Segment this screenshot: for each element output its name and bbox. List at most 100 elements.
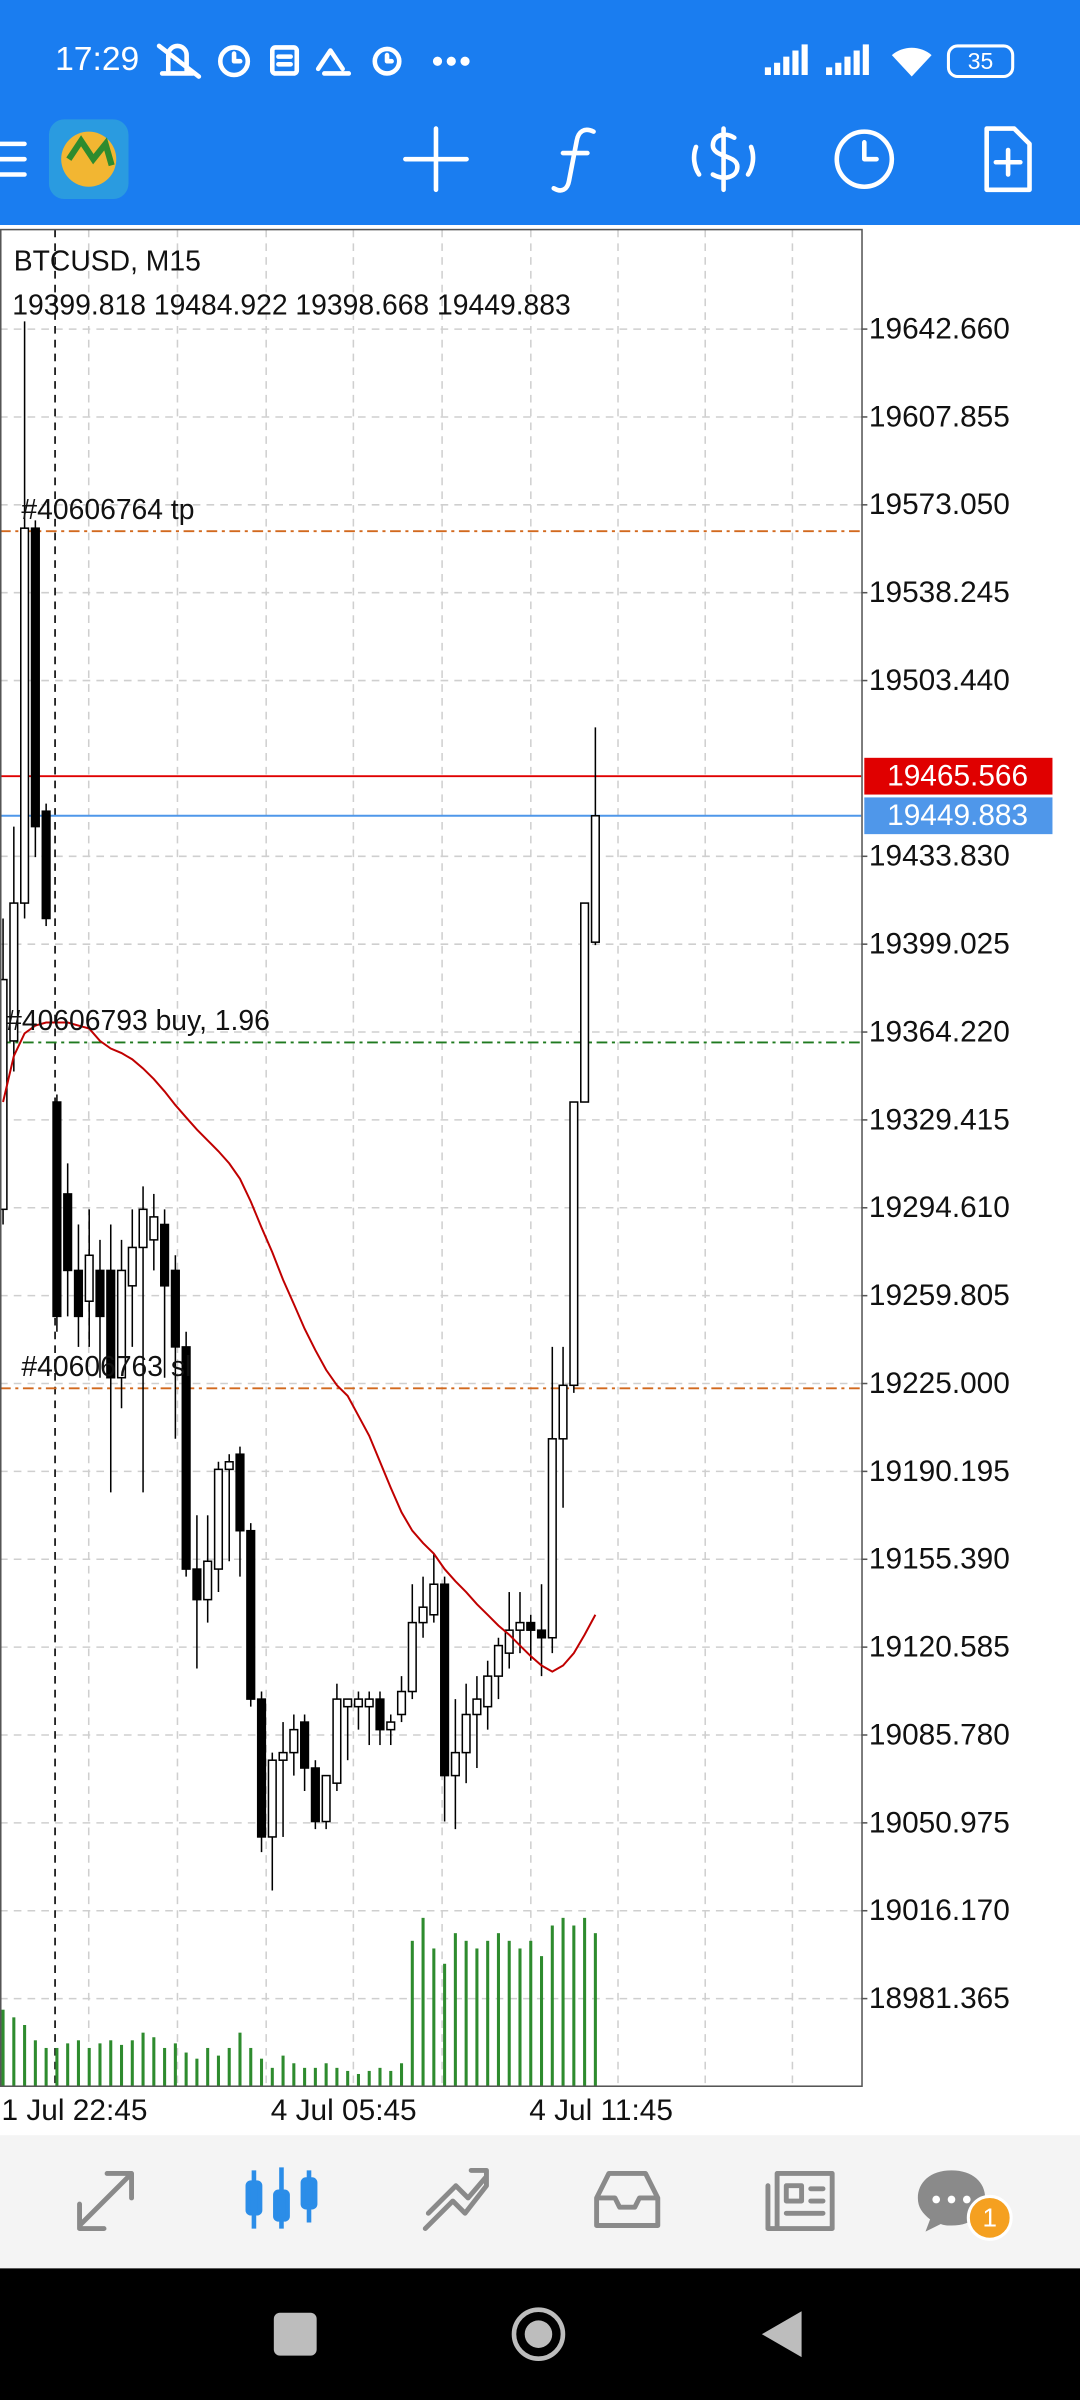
- y-tick-label: 19259.805: [869, 1279, 1010, 1312]
- candle-body: [41, 810, 51, 920]
- volume-bar: [496, 1933, 500, 2087]
- indicators-button[interactable]: [551, 127, 596, 193]
- badge: [966, 2194, 1013, 2241]
- volume-bar: [259, 2058, 264, 2087]
- order-label: #40606764 tp: [21, 493, 194, 525]
- app-logo[interactable]: [48, 119, 129, 199]
- candle-body: [106, 1269, 116, 1379]
- candle-body: [407, 1621, 417, 1693]
- candle-body: [580, 902, 590, 1103]
- volume-bar: [378, 2067, 382, 2087]
- volume-bar: [507, 1940, 511, 2087]
- volume-bar: [141, 2032, 145, 2087]
- candle-body: [30, 527, 40, 828]
- back-button[interactable]: [761, 2311, 802, 2358]
- volume-bar: [313, 2067, 317, 2087]
- candle-body: [429, 1583, 439, 1616]
- history-button[interactable]: [834, 129, 895, 190]
- chart-background: [0, 229, 1080, 2136]
- candle-body: [526, 1621, 536, 1631]
- crosshair-button[interactable]: [403, 126, 469, 193]
- volume-bar: [335, 2067, 339, 2087]
- volume-bar: [356, 2073, 360, 2087]
- new-order-button[interactable]: [984, 126, 1032, 193]
- volume-bar: [550, 1925, 554, 2087]
- candles-layer: [0, 321, 600, 1891]
- bottom-nav: [0, 2135, 1080, 2269]
- app-bar: [0, 0, 1080, 225]
- candle-body: [418, 1606, 428, 1624]
- low: 19398.668: [295, 289, 429, 321]
- y-tick-label: 19016.170: [869, 1894, 1010, 1927]
- volume-bar: [303, 2067, 307, 2087]
- battery-level: 35: [968, 48, 994, 74]
- volume-bar: [12, 2017, 16, 2087]
- candle-body: [0, 978, 8, 1211]
- volume-bar: [593, 1933, 597, 2087]
- home-button[interactable]: [511, 2307, 566, 2361]
- y-tick-label: 19120.585: [869, 1631, 1010, 1664]
- candle-body: [84, 1254, 94, 1302]
- volume-bar: [33, 2040, 37, 2087]
- volume-bar: [561, 1917, 565, 2087]
- y-tick-label: 19190.195: [869, 1455, 1010, 1488]
- candle-body: [364, 1698, 374, 1708]
- ask-label: 19465.566: [887, 760, 1028, 793]
- chart-tab[interactable]: [245, 2167, 318, 2229]
- candle-body: [127, 1246, 137, 1287]
- y-tick-label: 19329.415: [869, 1103, 1010, 1136]
- volume-bar: [55, 2047, 59, 2087]
- quotes-tab[interactable]: [77, 2171, 135, 2232]
- y-tick-label: 18981.365: [869, 1982, 1010, 2015]
- moving-average: [2, 1021, 597, 1673]
- close: 19449.883: [437, 289, 571, 321]
- overlay-layer: 19642.660 19607.855 19573.050 19538.245 1950…: [2, 312, 1053, 2127]
- candle-body: [192, 1568, 202, 1601]
- volume-bar: [518, 1948, 522, 2087]
- volume-bar: [238, 2032, 242, 2087]
- volume-bar: [486, 1940, 490, 2087]
- order-label: #40606763 sl: [21, 1350, 191, 1382]
- recents-button[interactable]: [273, 2312, 317, 2356]
- volume-bar: [453, 1933, 457, 2087]
- y-tick-label: 19225.000: [869, 1367, 1010, 1400]
- ask-label-bg: [864, 757, 1053, 795]
- history-tab[interactable]: [594, 2171, 661, 2228]
- volume-bar: [281, 2055, 285, 2087]
- volume-bar: [367, 2070, 371, 2087]
- menu-button[interactable]: [0, 141, 27, 177]
- candle-body: [300, 1721, 310, 1769]
- volume-bar: [206, 2047, 210, 2087]
- volume-bar: [399, 2063, 404, 2087]
- chart-frame: [0, 228, 863, 2087]
- candle-body: [289, 1728, 299, 1754]
- badge-count: 1: [983, 2202, 997, 2232]
- y-tick-label: 19433.830: [869, 840, 1010, 873]
- volume-bar: [184, 2052, 188, 2087]
- volume-bar: [572, 1925, 576, 2087]
- candle-body: [116, 1269, 127, 1379]
- candle-body: [203, 1560, 213, 1601]
- volume-bar: [130, 2040, 134, 2087]
- candle-body: [267, 1759, 277, 1838]
- y-tick-label: 19364.220: [869, 1015, 1010, 1048]
- status-icons: [156, 43, 470, 79]
- trade-tab[interactable]: [422, 2167, 489, 2232]
- grid-layer: [0, 328, 862, 2000]
- volume-bar: [1, 2009, 5, 2087]
- y-tick-label: 19642.660: [869, 312, 1010, 345]
- candle-body: [386, 1721, 396, 1731]
- candle-body: [73, 1269, 84, 1318]
- candle-body: [63, 1193, 73, 1272]
- y-tick-label: 19538.245: [869, 576, 1010, 609]
- news-tab[interactable]: [765, 2171, 835, 2232]
- candle-body: [332, 1698, 342, 1784]
- candle-body: [9, 902, 19, 1042]
- trade-button[interactable]: [691, 126, 756, 193]
- order-label: #40606793 buy, 1.96: [6, 1004, 270, 1036]
- volume-bar: [270, 2067, 274, 2087]
- volume-bar: [443, 1963, 447, 2087]
- bid-label-bg: [864, 797, 1053, 835]
